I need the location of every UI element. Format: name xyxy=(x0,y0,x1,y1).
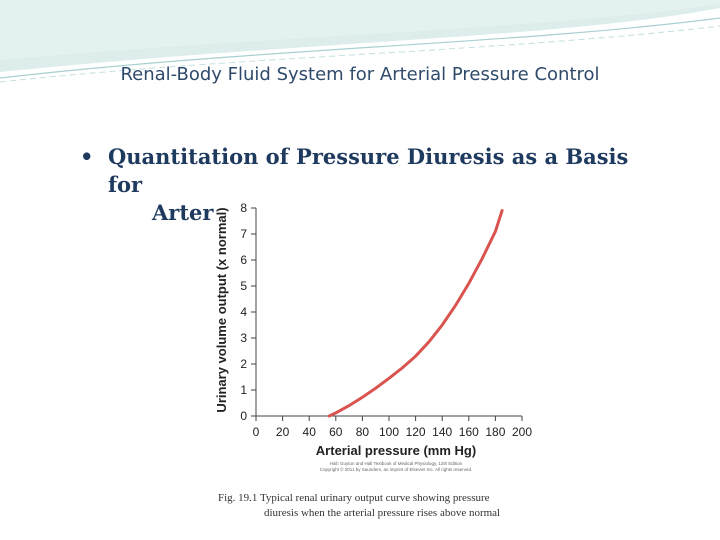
x-tick-label: 20 xyxy=(276,425,290,439)
caption-line-2: diuresis when the arterial pressure rise… xyxy=(264,507,501,519)
bullet-symbol: • xyxy=(80,144,94,169)
urinary-output-chart: 0 1 2 3 4 5 6 7 8 0 20 40 60 80 100 120 140 160 180 200 Ur… xyxy=(214,200,536,478)
x-axis-label: Arterial pressure (mm Hg) xyxy=(316,443,476,458)
bullet-line-1: Quantitation of Pressure Diuresis as a B… xyxy=(108,144,629,197)
y-tick-label: 6 xyxy=(240,253,247,267)
series-curve xyxy=(327,209,504,418)
x-tick-label: 160 xyxy=(459,425,479,439)
figure-caption: Fig. 19.1 Typical renal urinary output c… xyxy=(218,491,558,521)
chart-background xyxy=(214,200,536,478)
y-tick-label: 3 xyxy=(240,331,247,345)
x-tick-label: 0 xyxy=(253,425,260,439)
credit-line-1: Hall: Guyton and Hall Textbook of Medica… xyxy=(330,461,463,466)
y-tick-label: 7 xyxy=(240,227,247,241)
caption-line-1: Fig. 19.1 Typical renal urinary output c… xyxy=(218,492,490,504)
x-tick-label: 40 xyxy=(303,425,317,439)
header-swoosh-decoration xyxy=(0,0,720,83)
x-tick-label: 120 xyxy=(406,425,426,439)
y-tick-label: 5 xyxy=(240,279,247,293)
x-tick-label: 100 xyxy=(379,425,399,439)
y-tick-label: 2 xyxy=(240,357,247,371)
x-tick-label: 60 xyxy=(329,425,343,439)
y-tick-label: 0 xyxy=(240,409,247,423)
y-tick-label: 4 xyxy=(240,305,247,319)
y-axis-label: Urinary volume output (x normal) xyxy=(214,207,229,412)
x-axis-ticks: 0 20 40 60 80 100 120 140 160 180 200 xyxy=(253,416,532,439)
slide-title: Renal-Body Fluid System for Arterial Pre… xyxy=(120,64,600,85)
credit-line-2: Copyright © 2011 by Saunders, an imprint… xyxy=(320,466,473,472)
x-tick-label: 140 xyxy=(432,425,452,439)
y-tick-label: 8 xyxy=(240,201,247,215)
x-tick-label: 200 xyxy=(512,425,532,439)
x-tick-label: 180 xyxy=(485,425,505,439)
y-tick-label: 1 xyxy=(240,383,247,397)
y-axis-ticks: 0 1 2 3 4 5 6 7 8 xyxy=(240,201,256,423)
x-tick-label: 80 xyxy=(356,425,370,439)
